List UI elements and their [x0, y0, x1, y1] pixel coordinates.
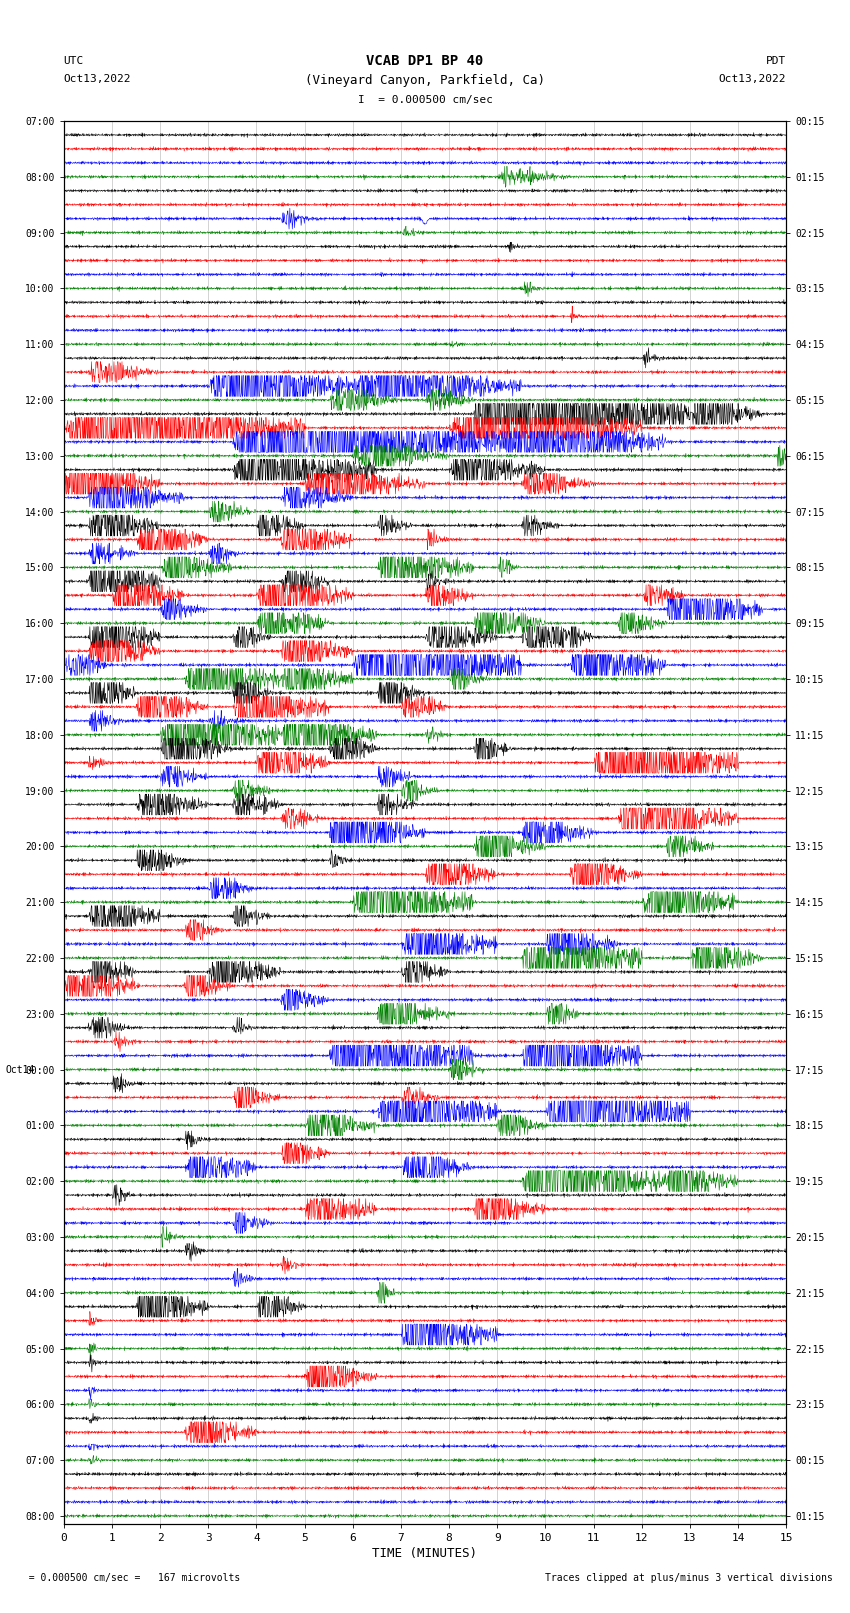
- Text: Oct14: Oct14: [5, 1065, 35, 1074]
- Text: = 0.000500 cm/sec =   167 microvolts: = 0.000500 cm/sec = 167 microvolts: [17, 1573, 241, 1582]
- Text: I  = 0.000500 cm/sec: I = 0.000500 cm/sec: [358, 95, 492, 105]
- Text: Oct13,2022: Oct13,2022: [719, 74, 786, 84]
- Text: VCAB DP1 BP 40: VCAB DP1 BP 40: [366, 55, 484, 68]
- X-axis label: TIME (MINUTES): TIME (MINUTES): [372, 1547, 478, 1560]
- Text: Oct13,2022: Oct13,2022: [64, 74, 131, 84]
- Text: UTC: UTC: [64, 56, 84, 66]
- Text: Traces clipped at plus/minus 3 vertical divisions: Traces clipped at plus/minus 3 vertical …: [545, 1573, 833, 1582]
- Text: PDT: PDT: [766, 56, 786, 66]
- Text: (Vineyard Canyon, Parkfield, Ca): (Vineyard Canyon, Parkfield, Ca): [305, 74, 545, 87]
